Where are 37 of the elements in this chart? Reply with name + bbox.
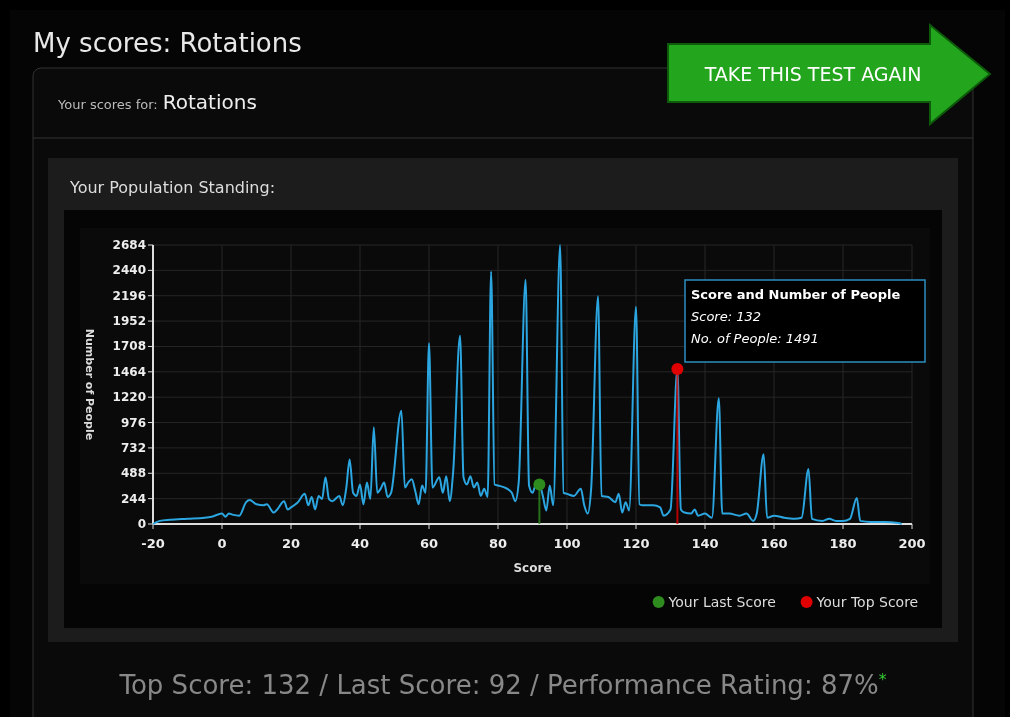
x-tick-label: 120 <box>622 536 650 551</box>
line-series <box>152 244 903 525</box>
chart-subtitle: Your scores for: Rotations <box>57 90 257 114</box>
y-tick-label: 488 <box>120 466 146 481</box>
legend-label: Your Last Score <box>667 594 776 610</box>
y-tick-label: 244 <box>120 491 146 506</box>
x-tick-label: 0 <box>217 536 227 551</box>
x-tick-label: 160 <box>760 536 788 551</box>
x-tick-label: 100 <box>553 536 581 551</box>
x-tick-label: -20 <box>141 536 165 551</box>
x-tick-label: 140 <box>691 536 719 551</box>
y-tick-label: 1464 <box>112 364 146 379</box>
x-axis-title: Score <box>513 561 552 575</box>
text: TAKE THIS TEST AGAIN <box>703 63 922 85</box>
y-tick-label: 1220 <box>112 390 146 405</box>
y-tick-label: 1952 <box>112 314 146 329</box>
y-tick-label: 732 <box>120 440 146 455</box>
y-tick-label: 976 <box>120 415 146 430</box>
x-tick-label: 180 <box>829 536 857 551</box>
text: Your Population Standing: <box>69 178 276 197</box>
y-tick-label: 2684 <box>112 238 146 252</box>
x-tick-label: 40 <box>350 536 370 551</box>
legend-label: Your Top Score <box>815 594 919 610</box>
text: Top Score: 132 / Last Score: 92 / Performance Rating: 87%$^{*}$ <box>118 670 887 700</box>
x-tick-label: 200 <box>898 536 926 551</box>
y-tick-label: 0 <box>137 517 146 531</box>
y-tick-label: 2440 <box>112 263 146 278</box>
y-axis-title: Number of People <box>83 328 96 441</box>
chart-title: My scores: Rotations <box>33 28 302 58</box>
annotation: Score and Number of People <box>691 287 901 302</box>
x-tick-label: 80 <box>488 536 508 551</box>
annotation: Score: 132 <box>691 309 762 324</box>
x-tick-label: 60 <box>419 536 439 551</box>
annotation: No. of People: 1491 <box>691 331 819 346</box>
x-tick-label: 20 <box>281 536 301 551</box>
y-tick-label: 2196 <box>112 288 146 303</box>
y-tick-label: 1708 <box>112 339 146 354</box>
